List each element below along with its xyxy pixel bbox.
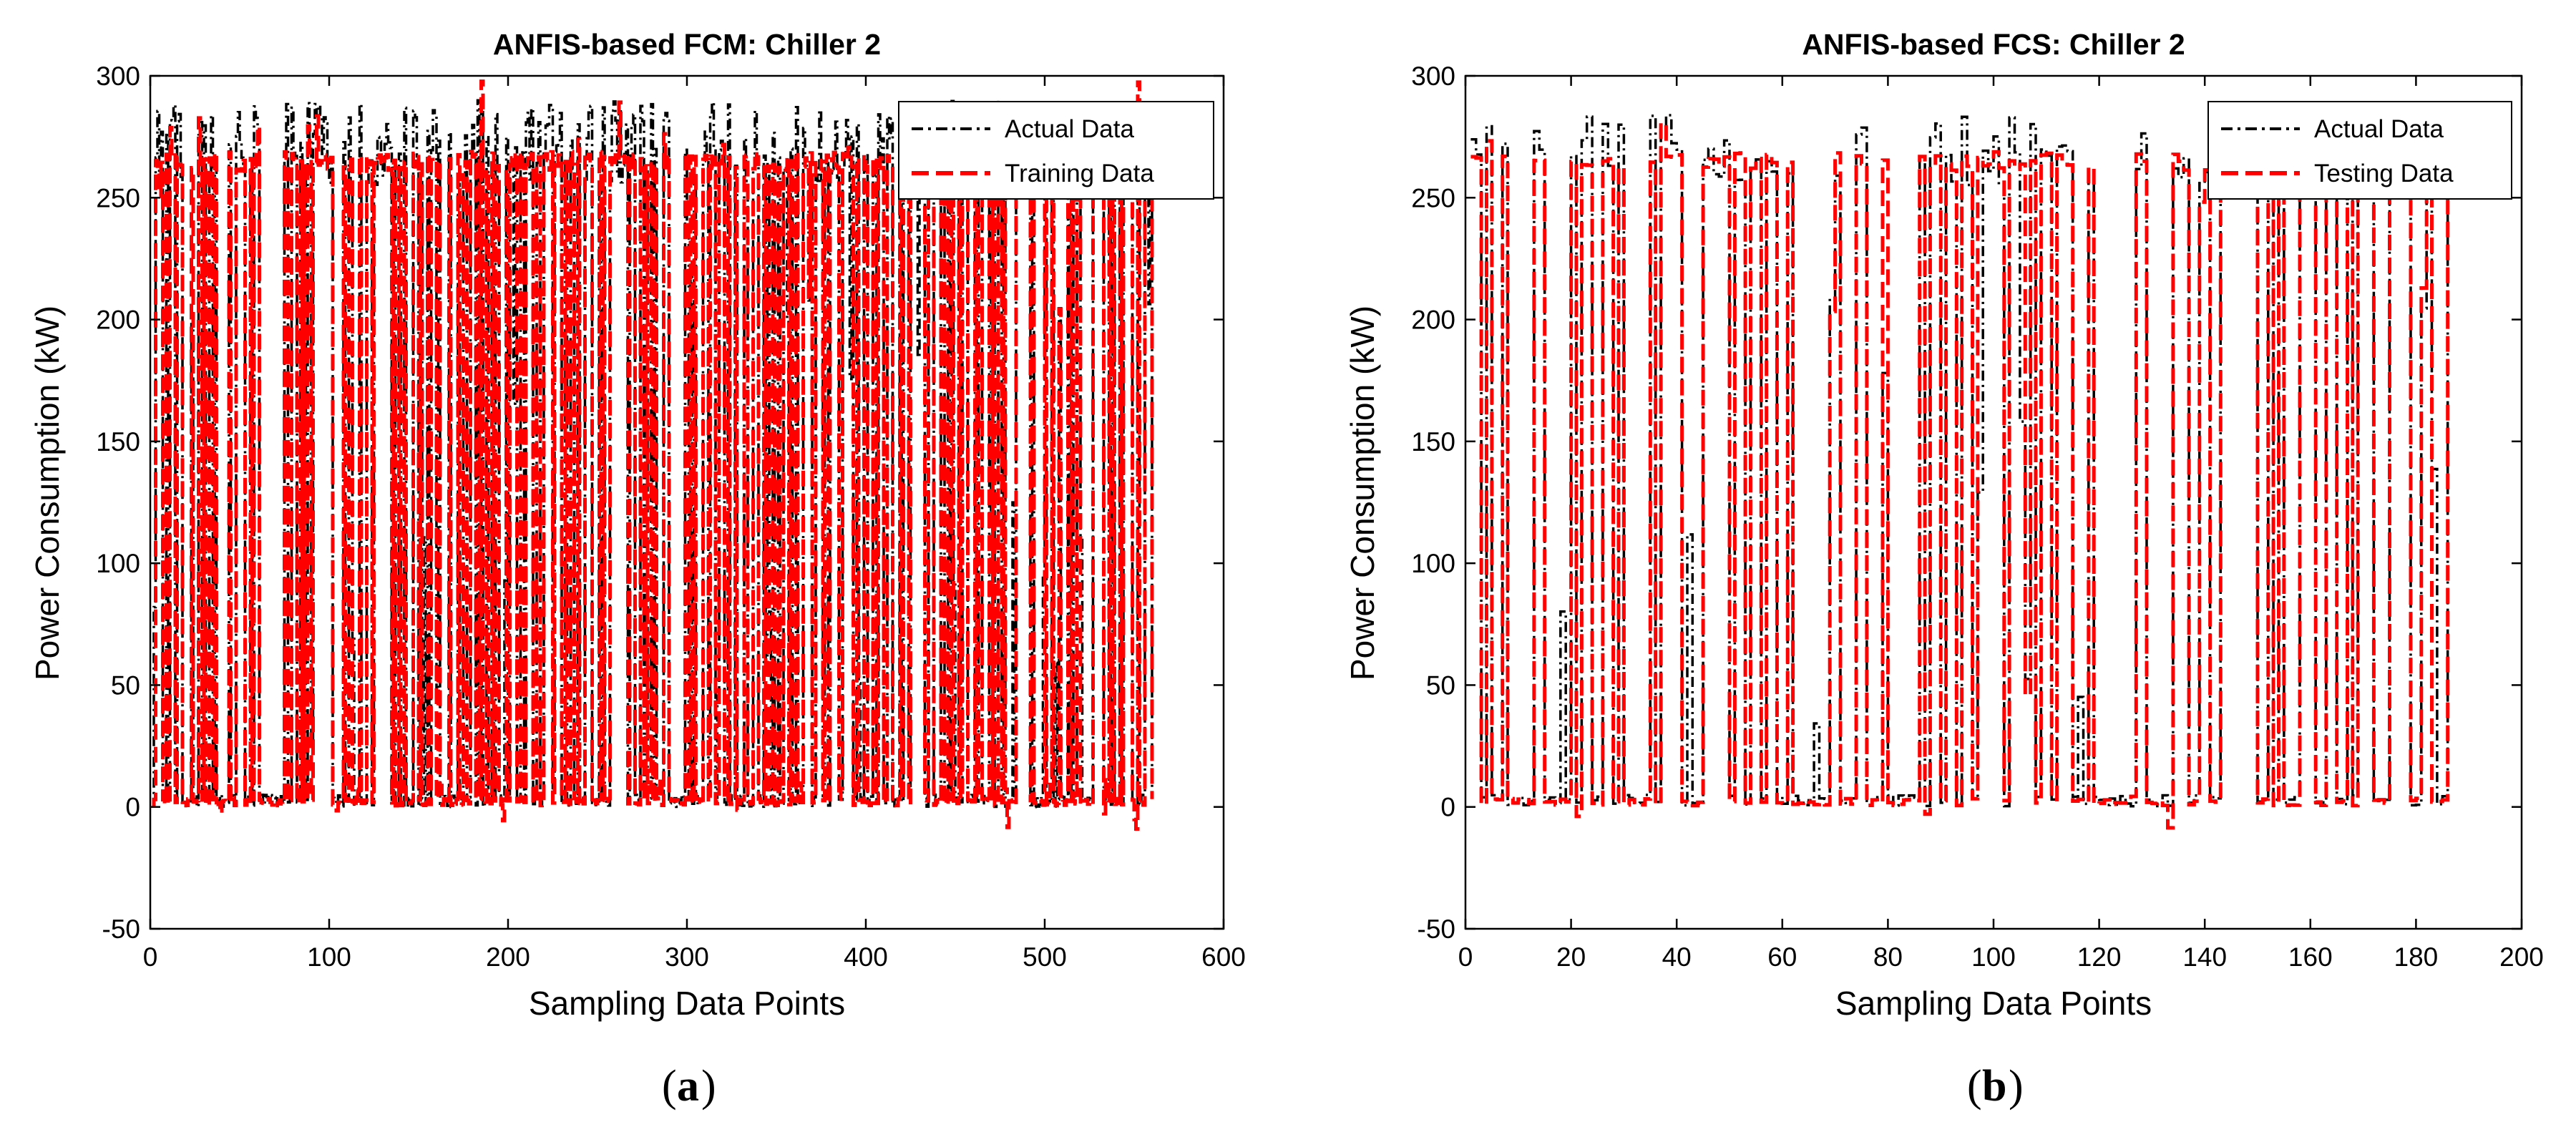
legend-label-actual-b: Actual Data	[2314, 115, 2444, 143]
panel-label-text-a: a	[677, 1062, 699, 1111]
plot-area-b: 0 20 40 60 80 100 120 140 160 180 200-500501001502…	[1411, 62, 2544, 972]
legend-label-predicted-a: Training Data	[1005, 160, 1154, 187]
y-tick-label-b: 100	[1411, 549, 1455, 578]
x-tick-label-a: 200	[486, 942, 530, 972]
panel-label-b: ( b )	[1967, 1062, 2024, 1111]
y-tick-label-a: 150	[96, 427, 140, 457]
y-tick-label-a: 0	[125, 793, 140, 822]
y-tick-label-a: -50	[102, 914, 140, 944]
y-tick-label-a: 50	[111, 670, 140, 700]
x-tick-label-b: 60	[1767, 942, 1797, 972]
y-tick-label-b: 150	[1411, 427, 1455, 457]
x-tick-label-a: 500	[1023, 942, 1067, 972]
panel-label-open-paren-b: (	[1967, 1062, 1982, 1111]
legend-label-predicted-b: Testing Data	[2314, 160, 2454, 187]
chart-panel-a: ANFIS-based FCM: Chiller 2 0 100 200 300 400…	[29, 28, 1246, 1111]
y-tick-label-b: 300	[1411, 62, 1455, 91]
y-tick-label-a: 100	[96, 549, 140, 578]
y-axis-label-a: Power Consumption (kW)	[29, 306, 66, 680]
x-tick-label-b: 160	[2288, 942, 2333, 972]
x-tick-label-b: 140	[2182, 942, 2227, 972]
x-axis-label-a: Sampling Data Points	[529, 985, 845, 1022]
y-tick-label-b: 0	[1440, 793, 1455, 822]
x-tick-label-b: 100	[1971, 942, 2016, 972]
legend-box-a	[898, 101, 1214, 200]
series-line-predicted-b	[1470, 121, 2450, 830]
x-tick-label-a: 600	[1201, 942, 1246, 972]
x-tick-label-a: 300	[665, 942, 709, 972]
chart-title-a: ANFIS-based FCM: Chiller 2	[493, 28, 881, 61]
y-tick-label-b: 50	[1426, 670, 1455, 700]
plot-area-a: 0 100 200 300 400 500 600-50050100150200250300…	[96, 62, 1246, 972]
legend-a: Actual Data Training Data	[898, 101, 1214, 200]
y-tick-label-a: 200	[96, 306, 140, 335]
panel-label-text-b: b	[1982, 1062, 2006, 1111]
y-axis-label-b: Power Consumption (kW)	[1344, 306, 1381, 680]
y-tick-label-b: 200	[1411, 306, 1455, 335]
y-tick-label-b: 250	[1411, 183, 1455, 213]
legend-label-actual-a: Actual Data	[1005, 115, 1134, 143]
x-tick-label-a: 0	[143, 942, 158, 972]
y-tick-label-b: -50	[1418, 914, 1455, 944]
panel-label-close-paren-b: )	[2009, 1062, 2024, 1111]
x-tick-label-b: 200	[2499, 942, 2544, 972]
panel-label-a: ( a )	[662, 1062, 716, 1111]
chart-panel-b: ANFIS-based FCS: Chiller 2 0 20 40 60 80 100 1…	[1344, 28, 2544, 1111]
series-line-actual-b	[1470, 111, 2449, 808]
legend-box-b	[2207, 101, 2512, 200]
panel-label-open-paren-a: (	[662, 1062, 677, 1111]
series-line-predicted-a	[152, 79, 1154, 831]
x-tick-label-a: 400	[844, 942, 888, 972]
x-axis-label-b: Sampling Data Points	[1835, 985, 2152, 1022]
panel-label-close-paren-a: )	[701, 1062, 716, 1111]
x-tick-label-b: 80	[1873, 942, 1903, 972]
chart-title-b: ANFIS-based FCS: Chiller 2	[1802, 28, 2185, 61]
x-tick-label-b: 180	[2394, 942, 2439, 972]
legend-b: Actual Data Testing Data	[2207, 101, 2512, 200]
x-tick-label-a: 100	[307, 942, 351, 972]
x-tick-label-b: 120	[2077, 942, 2122, 972]
x-tick-label-b: 20	[1556, 942, 1586, 972]
y-tick-label-a: 250	[96, 183, 140, 213]
y-tick-label-a: 300	[96, 62, 140, 91]
series-line-actual-a	[152, 99, 1153, 809]
x-tick-label-b: 0	[1458, 942, 1473, 972]
x-tick-label-b: 40	[1662, 942, 1692, 972]
